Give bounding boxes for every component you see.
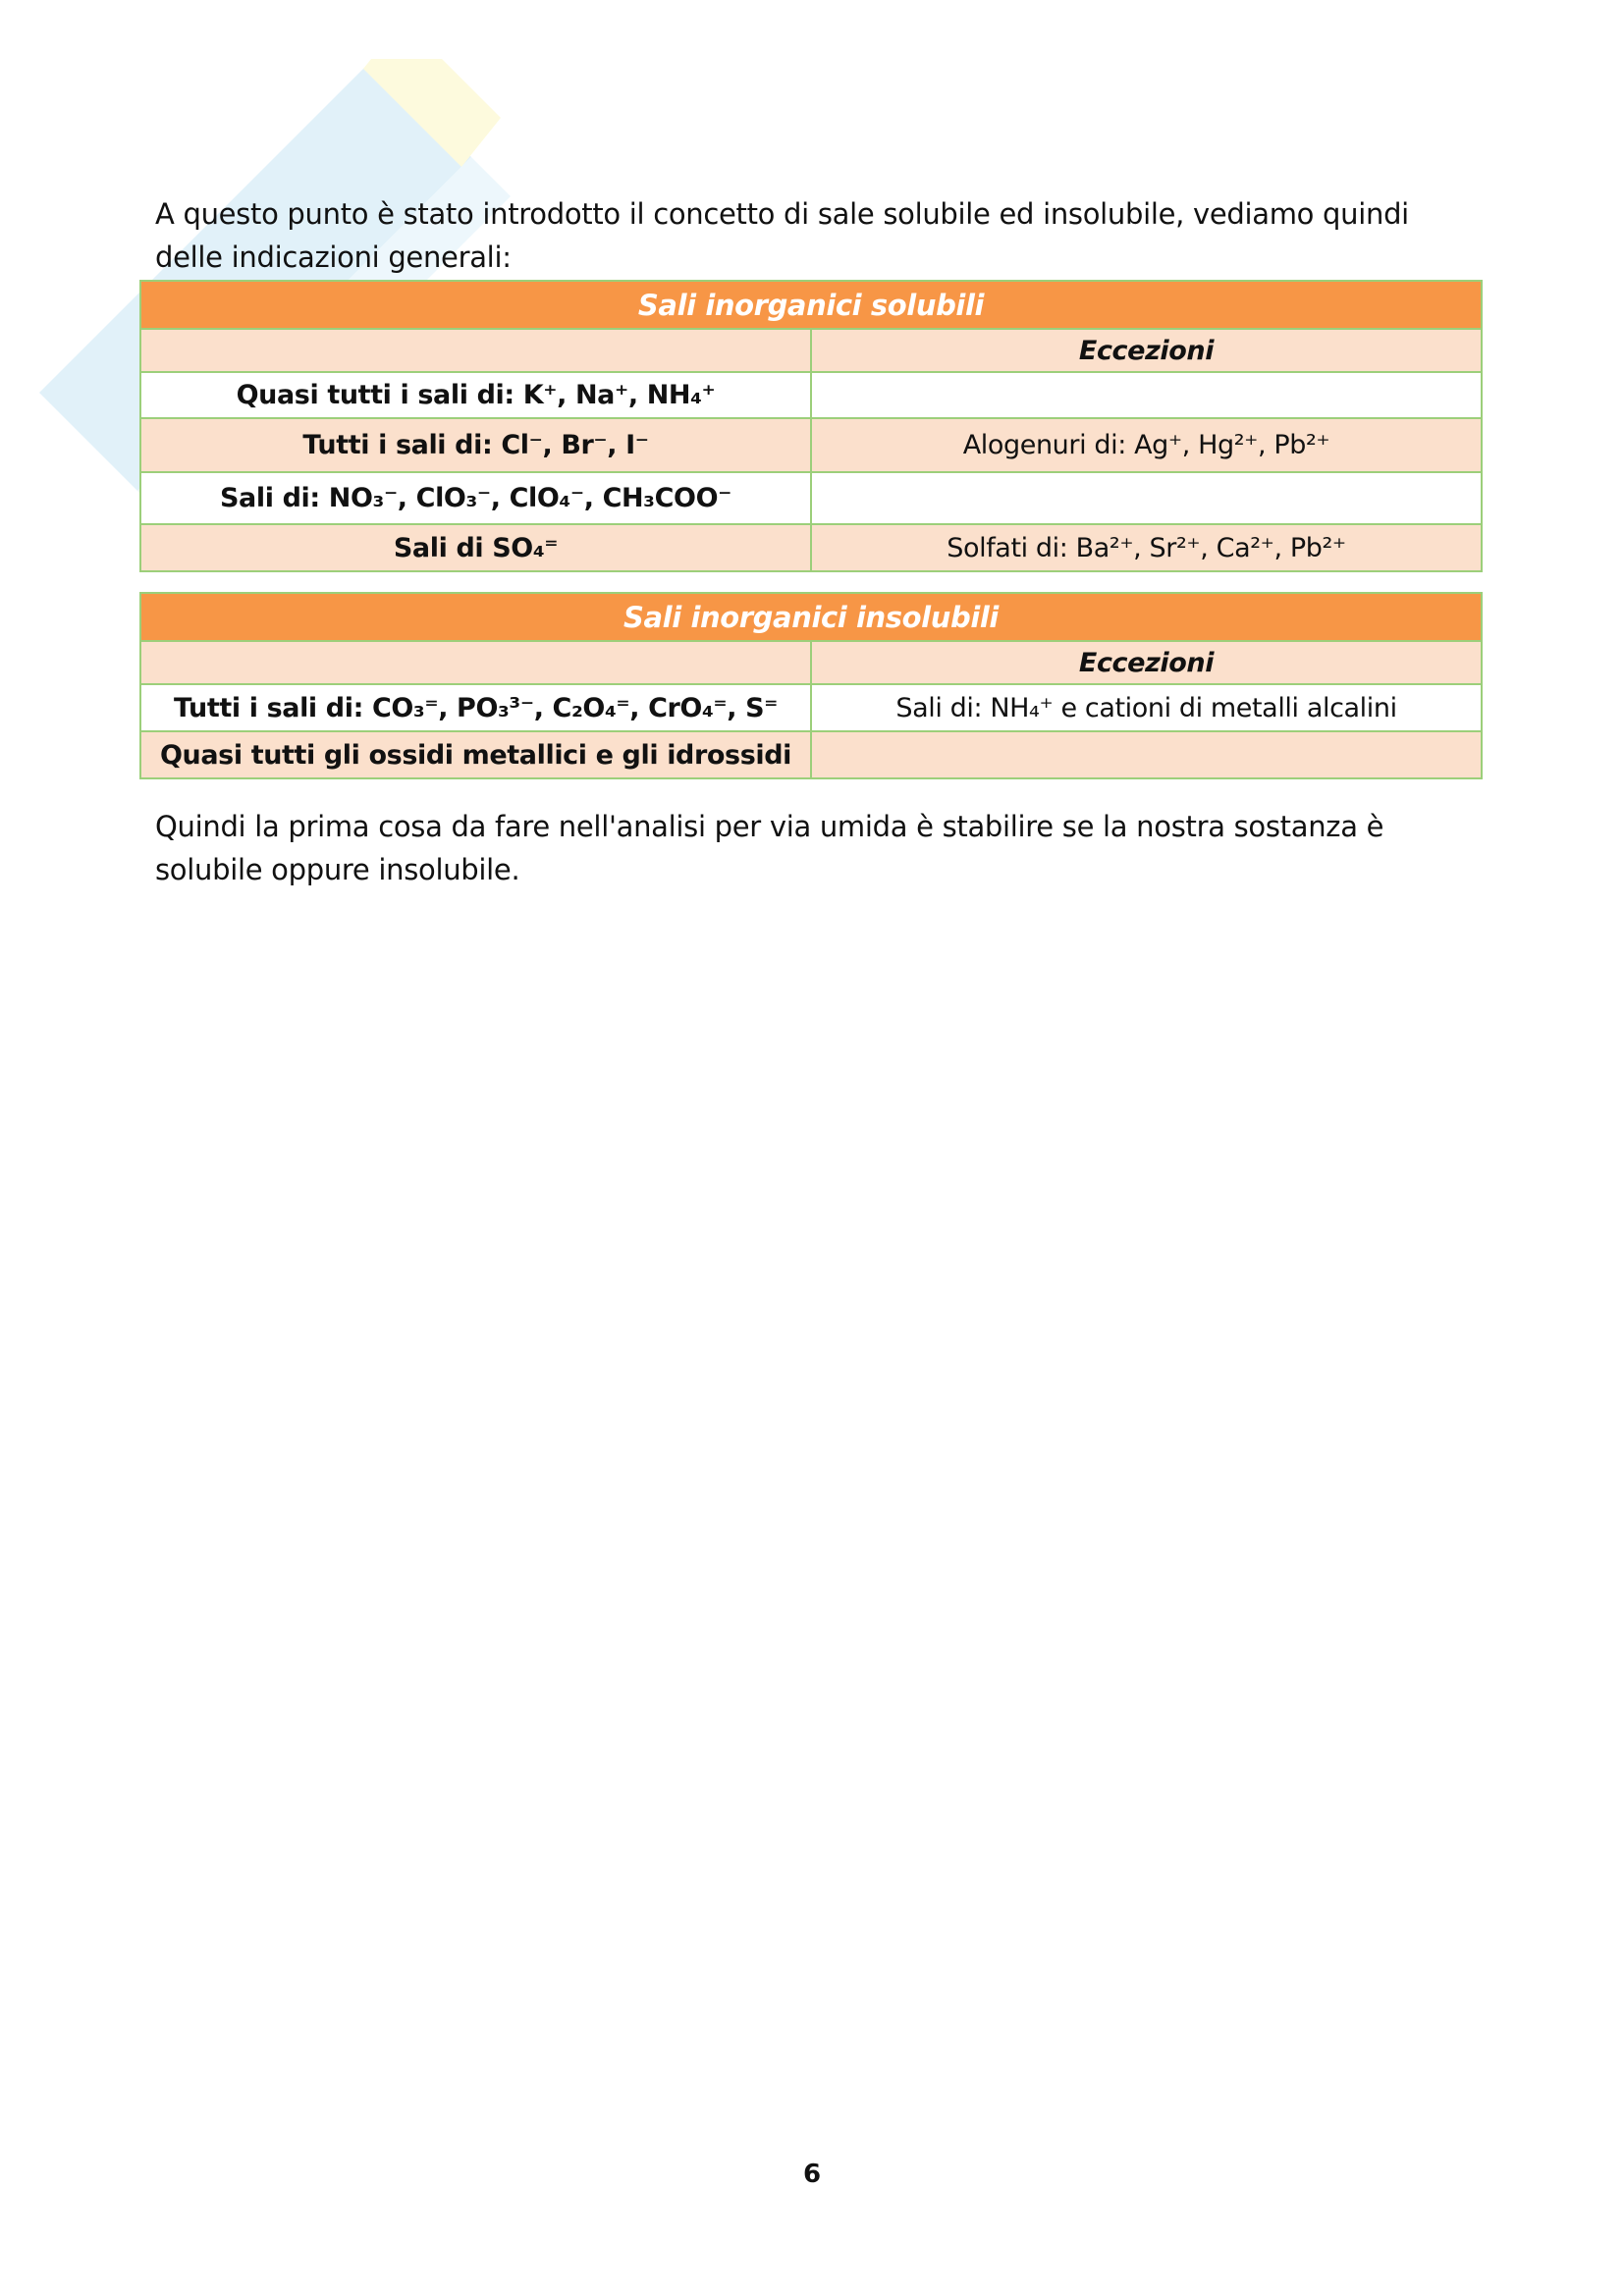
table-title: Sali inorganici solubili [139,280,1483,330]
page-number: 6 [802,2160,822,2189]
intro-paragraph: A questo punto è stato introdotto il con… [155,197,1409,274]
table-row: Sali di: NO₃⁻, ClO₃⁻, ClO₄⁻, CH₃COO⁻ [139,471,1483,525]
exceptions-header: Eccezioni [810,328,1483,373]
table-row: Tutti i sali di: Cl⁻, Br⁻, I⁻ Alogenuri d… [139,417,1483,473]
exceptions-header: Eccezioni [810,640,1483,685]
insoluble-salts-table: Sali inorganici insolubili Eccezioni Tut… [139,592,1483,779]
table-row: Tutti i sali di: CO₃⁼, PO₃³⁻, C₂O₄⁼, CrO… [139,683,1483,732]
table-row: Sali di SO₄⁼ Solfati di: Ba²⁺, Sr²⁺, Ca²⁺… [139,523,1483,572]
table-title: Sali inorganici insolubili [139,592,1483,642]
table-row: Quasi tutti gli ossidi metallici e gli i… [139,730,1483,779]
conclusion-paragraph: Quindi la prima cosa da fare nell'analis… [155,810,1384,886]
table-row: Quasi tutti i sali di: K⁺, Na⁺, NH₄⁺ [139,371,1483,419]
soluble-salts-table: Sali inorganici solubili Eccezioni Quasi… [139,280,1483,572]
